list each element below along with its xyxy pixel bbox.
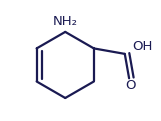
Text: O: O bbox=[125, 79, 136, 92]
Text: OH: OH bbox=[132, 40, 152, 53]
Text: NH₂: NH₂ bbox=[53, 15, 78, 28]
